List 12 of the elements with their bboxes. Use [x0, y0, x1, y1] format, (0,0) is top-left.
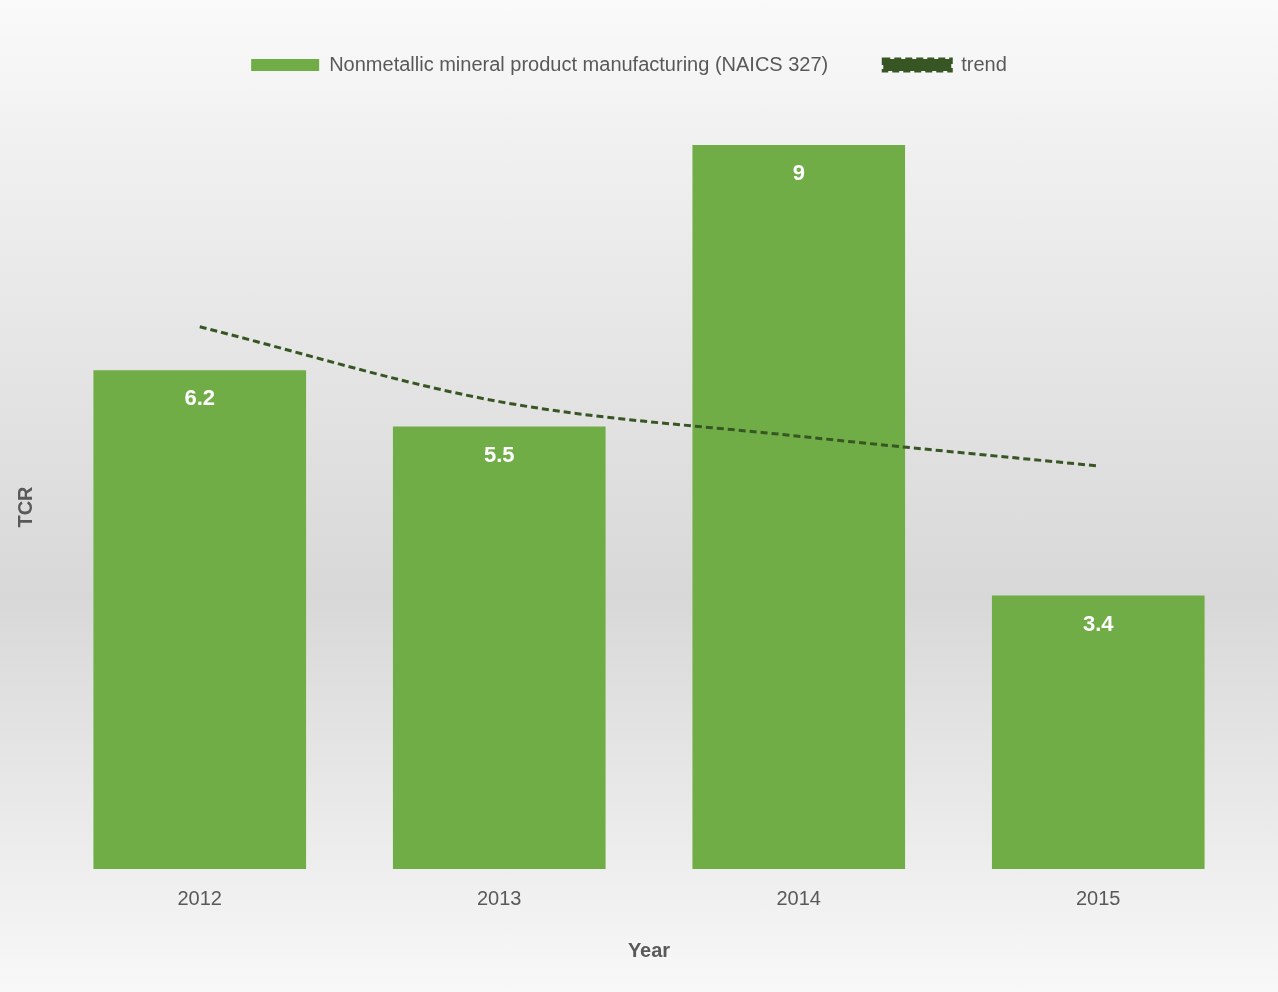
legend-label: trend	[961, 52, 1007, 75]
legend-label: Nonmetallic mineral product manufacturing (NAICS 327)	[329, 52, 829, 75]
x-tick-label: 2013	[477, 886, 522, 909]
data-label: 3.4	[1082, 610, 1115, 636]
x-tick-label: 2014	[776, 886, 821, 909]
y-axis-title: TCR	[13, 485, 36, 528]
x-tick-label: 2012	[177, 886, 222, 909]
data-label: 9	[792, 160, 805, 186]
data-label: 6.2	[184, 385, 216, 411]
x-axis-title: Year	[627, 938, 671, 961]
data-label: 5.5	[483, 441, 515, 467]
x-tick-label: 2015	[1076, 886, 1121, 909]
